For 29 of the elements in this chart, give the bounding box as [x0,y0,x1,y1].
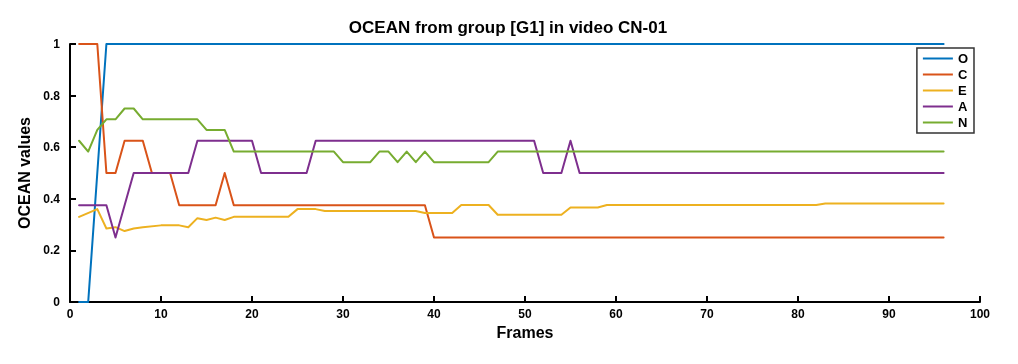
y-tick-label: 0.8 [43,88,61,103]
x-tick-label: 70 [700,307,714,321]
line-series [78,107,945,164]
x-tick-label: 40 [427,307,441,321]
y-tick-label: 0.2 [43,243,61,258]
legend-label: C [957,67,968,82]
y-tick-label: 0 [53,295,61,309]
y-tick-label: 0.4 [43,191,61,206]
legend-label: E [957,83,967,98]
x-tick-label: 80 [791,307,805,321]
y-axis-title: OCEAN values [15,116,33,230]
legend-label: N [957,115,968,130]
x-tick-label: 50 [518,307,532,321]
chart-title: OCEAN from group [G1] in video CN-01 [348,18,668,37]
line-series [78,139,945,239]
x-axis-title: Frames [496,324,554,342]
x-tick-label: 10 [154,307,168,321]
line-series [78,202,945,233]
x-tick-label: 0 [66,307,74,321]
x-tick-label: 30 [336,307,350,321]
legend-label: O [957,51,969,66]
x-tick-label: 20 [245,307,259,321]
y-tick-label: 0.6 [43,140,61,155]
x-tick-label: 60 [609,307,623,321]
line-series [78,43,945,239]
x-tick-label: 90 [882,307,896,321]
legend-label: A [957,99,968,114]
y-tick-label: 1 [53,37,61,51]
x-tick-label: 100 [969,307,991,321]
